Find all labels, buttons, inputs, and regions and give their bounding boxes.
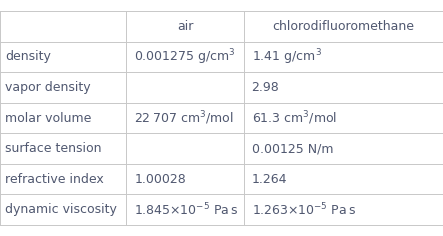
Text: 2.98: 2.98	[252, 81, 280, 94]
Text: 1.264: 1.264	[252, 173, 287, 186]
Text: refractive index: refractive index	[5, 173, 104, 186]
Text: chlorodifluoromethane: chlorodifluoromethane	[272, 20, 414, 33]
Text: 1.845×10$^{-5}$ Pa s: 1.845×10$^{-5}$ Pa s	[134, 201, 239, 218]
Text: 0.00125 N/m: 0.00125 N/m	[252, 142, 333, 155]
Text: air: air	[177, 20, 193, 33]
Text: 22 707 cm$^3$/mol: 22 707 cm$^3$/mol	[134, 109, 234, 127]
Text: dynamic viscosity: dynamic viscosity	[5, 203, 117, 216]
Text: vapor density: vapor density	[5, 81, 91, 94]
Text: 1.263×10$^{-5}$ Pa s: 1.263×10$^{-5}$ Pa s	[252, 201, 356, 218]
Text: 61.3 cm$^3$/mol: 61.3 cm$^3$/mol	[252, 109, 337, 127]
Text: 1.41 g/cm$^3$: 1.41 g/cm$^3$	[252, 47, 322, 67]
Text: density: density	[5, 50, 51, 63]
Text: surface tension: surface tension	[5, 142, 102, 155]
Text: 0.001275 g/cm$^3$: 0.001275 g/cm$^3$	[134, 47, 236, 67]
Text: molar volume: molar volume	[5, 111, 92, 125]
Text: 1.00028: 1.00028	[134, 173, 186, 186]
